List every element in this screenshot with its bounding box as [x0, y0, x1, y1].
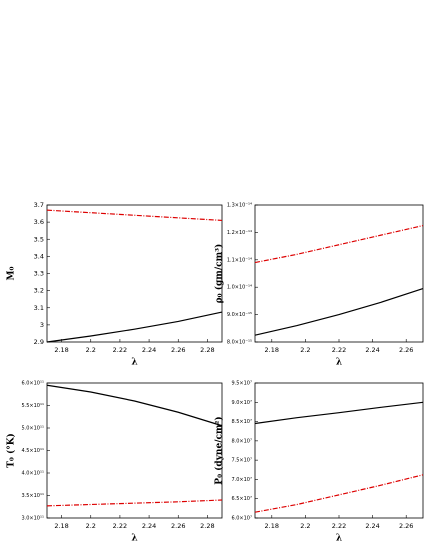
x-tick-label: 2.18: [54, 346, 68, 354]
series-line: [254, 287, 424, 336]
x-tick-label: 2.24: [365, 522, 379, 530]
y-tick-label: 3.5×10¹¹: [21, 493, 44, 499]
y-tick-label: 9.0×10⁻¹⁵: [227, 312, 252, 318]
x-tick-label: 2.24: [365, 346, 379, 354]
y-tick-label: 6.0×10¹¹: [21, 381, 44, 387]
y-tick-label: 7.0×10⁷: [231, 477, 252, 483]
x-tick-label: 2.26: [399, 346, 413, 354]
plot-frame: [46, 382, 223, 519]
plot-frame: [254, 204, 424, 343]
x-tick-label: 2.26: [171, 522, 185, 530]
y-tick-label: 9.5×10⁷: [231, 381, 252, 387]
plot-frame: [46, 204, 223, 343]
series-line: [46, 311, 223, 343]
series-line: [46, 209, 223, 222]
series-line: [254, 401, 424, 425]
y-tick-label: 1.2×10⁻¹⁴: [227, 230, 252, 236]
x-axis-title: λ: [131, 358, 137, 368]
y-tick-label: 1.1×10⁻¹⁴: [227, 257, 252, 263]
y-tick-label: 8.5×10⁷: [231, 419, 252, 425]
x-tick-label: 2.18: [265, 346, 279, 354]
x-axis-title: λ: [131, 534, 137, 544]
x-axis-title: λ: [336, 534, 342, 544]
series-line: [46, 499, 223, 507]
y-tick-label: 5.5×10¹¹: [21, 403, 44, 409]
y-tick-label: 3: [40, 321, 44, 329]
series-line: [254, 224, 424, 264]
x-tick-label: 2.26: [399, 522, 413, 530]
y-tick-label: 1.0×10⁻¹⁴: [227, 285, 252, 291]
y-tick-label: 3.7: [34, 201, 44, 209]
y-tick-label: 3.6: [34, 218, 44, 226]
x-tick-label: 2.28: [200, 522, 214, 530]
x-tick-label: 2.24: [142, 346, 156, 354]
x-tick-label: 2.26: [171, 346, 185, 354]
y-tick-label: 6.5×10⁷: [231, 496, 252, 502]
x-tick-label: 2.22: [332, 346, 346, 354]
plot-frame: [254, 382, 424, 519]
x-tick-label: 2.24: [142, 522, 156, 530]
y-tick-label: 4.0×10¹¹: [21, 471, 44, 477]
x-tick-label: 2.22: [332, 522, 346, 530]
y-tick-label: 3.3: [34, 270, 44, 278]
y-tick-label: 1.3×10⁻¹⁴: [227, 203, 252, 209]
y-tick-label: 9.0×10⁷: [231, 400, 252, 406]
x-axis-title: λ: [336, 358, 342, 368]
y-axis-title: P₀ (dyne/cm²): [214, 416, 225, 484]
y-axis-title: M₀: [7, 266, 17, 280]
y-tick-label: 5.0×10¹¹: [21, 426, 44, 432]
y-tick-label: 3.0×10¹¹: [21, 516, 44, 522]
y-tick-label: 8.0×10⁻¹⁵: [227, 340, 252, 346]
y-tick-label: 6.0×10⁷: [231, 516, 252, 522]
y-tick-label: 4.5×10¹¹: [21, 448, 44, 454]
y-tick-label: 3.2: [34, 287, 44, 295]
y-axis-title: ρ₀ (gm/cm³): [214, 244, 225, 304]
y-tick-label: 3.5: [34, 235, 44, 243]
x-tick-label: 2.28: [200, 346, 214, 354]
y-tick-label: 3.1: [34, 304, 44, 312]
x-tick-label: 2.22: [113, 346, 127, 354]
y-tick-label: 2.9: [34, 338, 44, 346]
y-tick-label: 7.5×10⁷: [231, 458, 252, 464]
x-tick-label: 2.2: [300, 346, 310, 354]
y-tick-label: 8.0×10⁷: [231, 438, 252, 444]
y-axis-title: T₀ (°K): [6, 433, 17, 468]
series-line: [46, 384, 223, 427]
x-tick-label: 2.2: [300, 522, 310, 530]
series-line: [254, 474, 424, 513]
x-tick-label: 2.18: [265, 522, 279, 530]
x-tick-label: 2.22: [113, 522, 127, 530]
x-tick-label: 2.2: [86, 346, 96, 354]
x-tick-label: 2.18: [54, 522, 68, 530]
y-tick-label: 3.4: [34, 252, 44, 260]
x-tick-label: 2.2: [86, 522, 96, 530]
